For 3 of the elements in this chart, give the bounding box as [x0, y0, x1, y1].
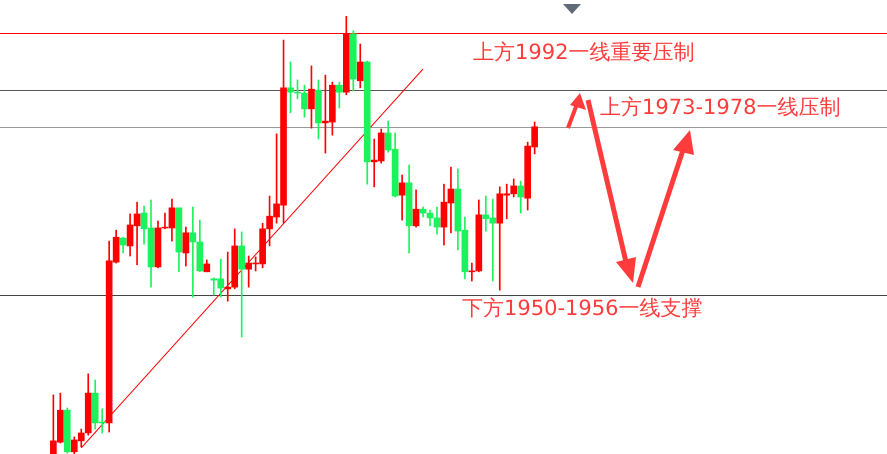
ref-line-label: 上方1973-1978一线压制	[600, 94, 840, 119]
ref-line-label: 上方1992一线重要压制	[473, 40, 694, 64]
ref-line-label: 下方1950-1956一线支撑	[462, 296, 702, 320]
